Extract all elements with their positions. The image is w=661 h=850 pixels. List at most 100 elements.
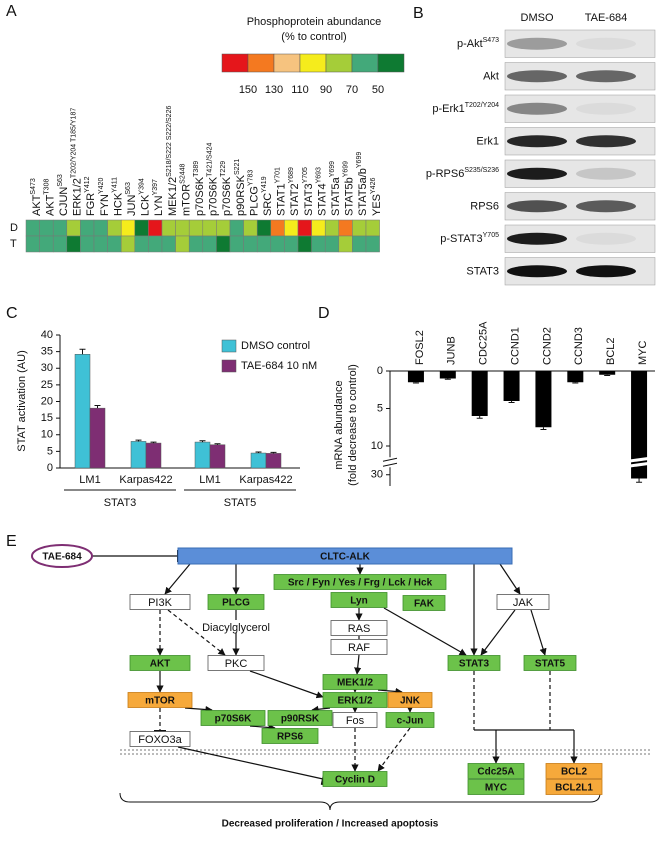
pathway-node [200,710,266,726]
y-tick-label: 15 [41,412,53,424]
x-tick-label: CCND1 [509,327,521,365]
protein-name: STAT3 [466,265,499,277]
node-label: RAS [348,623,371,635]
heatmap-cell [188,219,204,237]
legend-tick-label: 130 [265,84,283,96]
node-label: PKC [225,658,248,670]
kinase-bar [177,547,513,565]
pathway-edge [377,687,403,696]
bar [250,452,267,469]
x-tick-label: LM1 [199,474,220,486]
phospho-site: S473 [30,178,37,194]
protein-name: p-RPS6 [426,168,465,180]
heatmap-cell [66,219,81,237]
node-label: PI3K [148,597,173,609]
protein-name: STAT5b [344,177,356,216]
blot-row-label: RPS6 [470,200,499,212]
error-bar [79,348,86,355]
heatmap-cell [93,235,108,253]
legend-label: TAE-684 10 nM [241,360,317,372]
pathway-node [330,639,388,655]
heatmap-cell [229,219,244,237]
y-tick-label: 10 [41,429,53,441]
heatmap-cell [175,235,190,253]
node-label: RPS6 [277,732,304,743]
pathway-node [129,655,191,671]
heatmap-cell [175,219,190,237]
error-bar [270,451,277,454]
blot-band [576,37,636,50]
bar [599,371,616,375]
y-tick-label: 20 [41,395,53,407]
node-label: STAT5 [535,659,566,670]
protein-name: p70S6K [208,176,220,216]
protein-name: p70S6K [221,176,233,216]
pathway-node [322,674,388,690]
pathway-node [447,655,501,671]
protein-name: STAT5a/b [357,168,369,216]
x-tick-label: CCND2 [541,327,553,365]
phospho-site: Y689 [289,167,296,183]
legend-label: DMSO control [241,340,310,352]
legend-title: (% to control) [281,31,346,43]
column-label: JUNS63 [125,182,138,216]
heatmap-cell [352,219,367,237]
protein-name: ERK1/2 [72,178,84,216]
blot-row-label: Akt [483,70,499,82]
y-tick-label: 40 [41,329,53,341]
phospho-site: S235/S236 [464,167,499,174]
column-label: mTORS2448 [180,163,193,216]
protein-name: p-Akt [457,38,483,50]
bar [145,442,162,469]
error-bar [508,401,515,403]
column-label: AKTT308 [44,179,57,216]
blot-column-label: TAE-684 [585,12,628,24]
bar [535,371,552,428]
legend-swatch [221,53,249,73]
phospho-site: T421/S424 [207,142,214,176]
x-tick-label: LM1 [79,474,100,486]
phospho-site: S63 [125,182,132,195]
pathway-edge [184,705,213,714]
error-bar [94,404,101,409]
column-label: LYNY397 [153,179,166,216]
heatmap-cell [338,219,353,237]
legend-swatch [325,53,353,73]
phospho-site: Y397 [153,179,160,195]
legend-swatch [351,53,379,73]
phospho-site: Y693 [316,167,323,183]
pathway-edge [167,609,226,656]
bar [439,371,456,379]
blot-band [576,167,636,180]
phospho-site: T389 [193,161,200,177]
pathway-node [322,692,388,708]
pathway-node [261,728,319,744]
phospho-site: S218/S222 S222/S226 [166,106,173,177]
x-tick-label: CCND3 [573,327,585,365]
blot-row-label: STAT3 [466,265,499,277]
heatmap-cell [66,235,81,253]
heatmap-cell [161,235,176,253]
column-label: FYNY420 [98,178,111,216]
node-label: Lyn [350,596,367,607]
node-label: BCL2 [561,767,588,778]
error-bar [540,427,547,430]
protein-name: STAT5a [330,176,342,216]
bar [631,371,648,479]
blot-row-label: p-Erk1T202/Y204 [432,102,499,115]
node-label: FOXO3a [138,734,182,746]
heatmap-cell [52,235,68,253]
column-label: STAT5bY699 [343,161,356,216]
node-label: CLTC-ALK [320,552,371,563]
error-bar [214,443,221,445]
column-label: p70S6KT229 [221,161,234,216]
node-label: c-Jun [397,716,424,727]
column-label: p90RSKS221 [234,159,247,216]
blot-column-label: DMSO [521,12,554,24]
node-label: JNK [400,696,421,707]
heatmap-cell [297,219,312,237]
pathway-edge [354,654,362,675]
node-label: TAE-684 [42,552,82,563]
pathway-node [207,594,265,610]
blot-band [576,135,636,148]
